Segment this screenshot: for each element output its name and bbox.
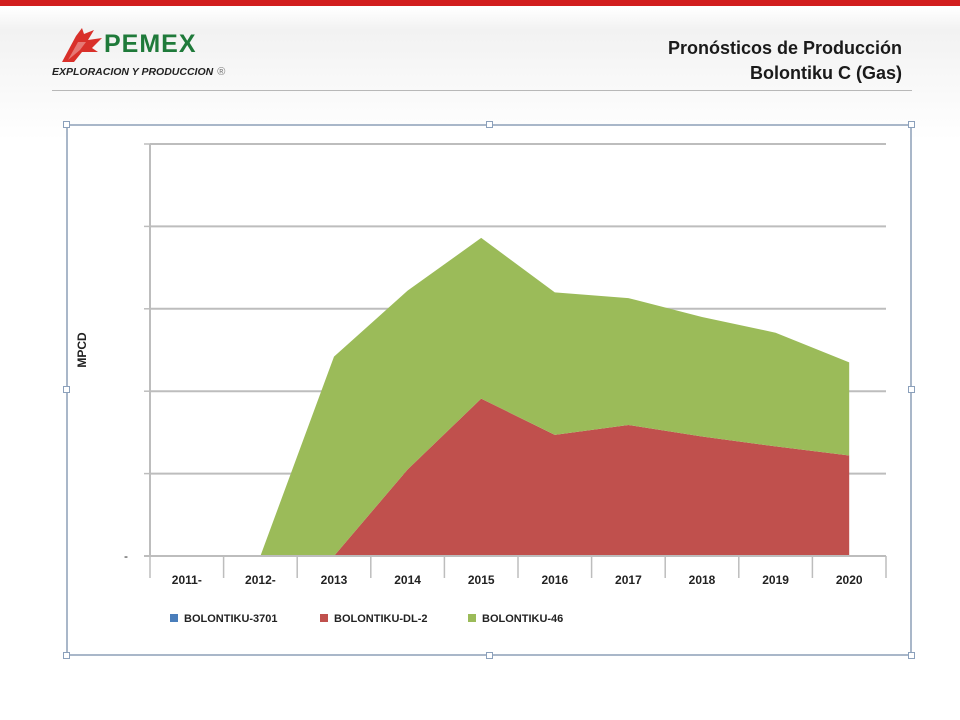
resize-handle-top-center[interactable] <box>486 121 493 128</box>
resize-handle-bottom-center[interactable] <box>486 652 493 659</box>
registered-mark: ® <box>217 66 226 78</box>
slide-title: Pronósticos de Producción <box>667 38 902 58</box>
x-tick-label: 2020 <box>836 573 863 587</box>
x-tick-label: 2015 <box>468 573 495 587</box>
y-axis-label: MPCD <box>75 332 89 368</box>
pemex-logo: PEMEX EXPLORACION Y PRODUCCION ® <box>52 24 225 86</box>
eagle-icon <box>62 28 102 62</box>
legend-swatch-3 <box>468 614 476 622</box>
area-series <box>186 237 850 556</box>
slide-title-block: Pronósticos de Producción Bolontiku C (G… <box>668 36 902 86</box>
x-tick-label: 2017 <box>615 573 642 587</box>
resize-handle-middle-left[interactable] <box>63 386 70 393</box>
x-tick-label: 2012- <box>245 573 276 587</box>
logo-wordmark: PEMEX <box>104 30 197 58</box>
legend-label-1: BOLONTIKU-3701 <box>184 613 278 625</box>
x-tick-labels: 2011- 2012- 2013 2014 2015 2016 2017 2018 2019 20… <box>172 573 863 587</box>
x-tick-label: 2016 <box>541 573 568 587</box>
logo-subtitle: EXPLORACION Y PRODUCCION ® <box>52 66 225 78</box>
x-tick-label: 2014 <box>394 573 421 587</box>
resize-handle-top-left[interactable] <box>63 121 70 128</box>
slide-subtitle: Bolontiku C (Gas) <box>750 63 902 83</box>
x-tick-label: 2019 <box>762 573 789 587</box>
resize-handle-top-right[interactable] <box>908 121 915 128</box>
area-series-3 <box>186 237 850 556</box>
legend-swatch-1 <box>170 614 178 622</box>
legend-swatch-2 <box>320 614 328 622</box>
header-background <box>0 0 960 140</box>
x-tick-label: 2018 <box>689 573 716 587</box>
x-tick-label: 2011- <box>172 573 202 587</box>
header-red-bar <box>0 0 960 6</box>
axes <box>144 143 887 578</box>
y-tick-labels: - <box>124 549 128 563</box>
chart-frame[interactable]: - 2011- 2012- 2013 2014 2015 2016 2017 2018 2019… <box>66 124 912 656</box>
resize-handle-middle-right[interactable] <box>908 386 915 393</box>
production-forecast-chart: - 2011- 2012- 2013 2014 2015 2016 2017 2018 2019… <box>75 143 887 625</box>
area-series-2 <box>186 398 850 556</box>
resize-handle-bottom-left[interactable] <box>63 652 70 659</box>
x-tick-label: 2013 <box>321 573 348 587</box>
header-divider <box>52 90 912 91</box>
logo-subtitle-text: EXPLORACION Y PRODUCCION <box>52 66 214 78</box>
resize-handle-bottom-right[interactable] <box>908 652 915 659</box>
legend-label-2: BOLONTIKU-DL-2 <box>334 613 428 625</box>
y-tick-label: - <box>124 549 128 563</box>
legend-label-3: BOLONTIKU-46 <box>482 613 563 625</box>
legend: BOLONTIKU-3701 BOLONTIKU-DL-2 BOLONTIKU-46 <box>170 613 563 625</box>
